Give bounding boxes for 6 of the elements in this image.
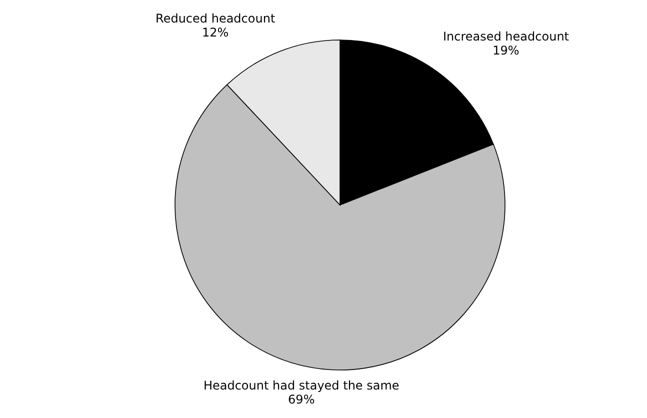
data-label: 19% xyxy=(492,44,520,58)
slice-label: Increased headcount xyxy=(442,30,570,44)
data-label: 12% xyxy=(202,25,229,40)
slice-label: Reduced headcount xyxy=(156,11,276,26)
slice-label: Headcount had stayed the same xyxy=(203,378,400,393)
data-label: 69% xyxy=(288,392,315,407)
